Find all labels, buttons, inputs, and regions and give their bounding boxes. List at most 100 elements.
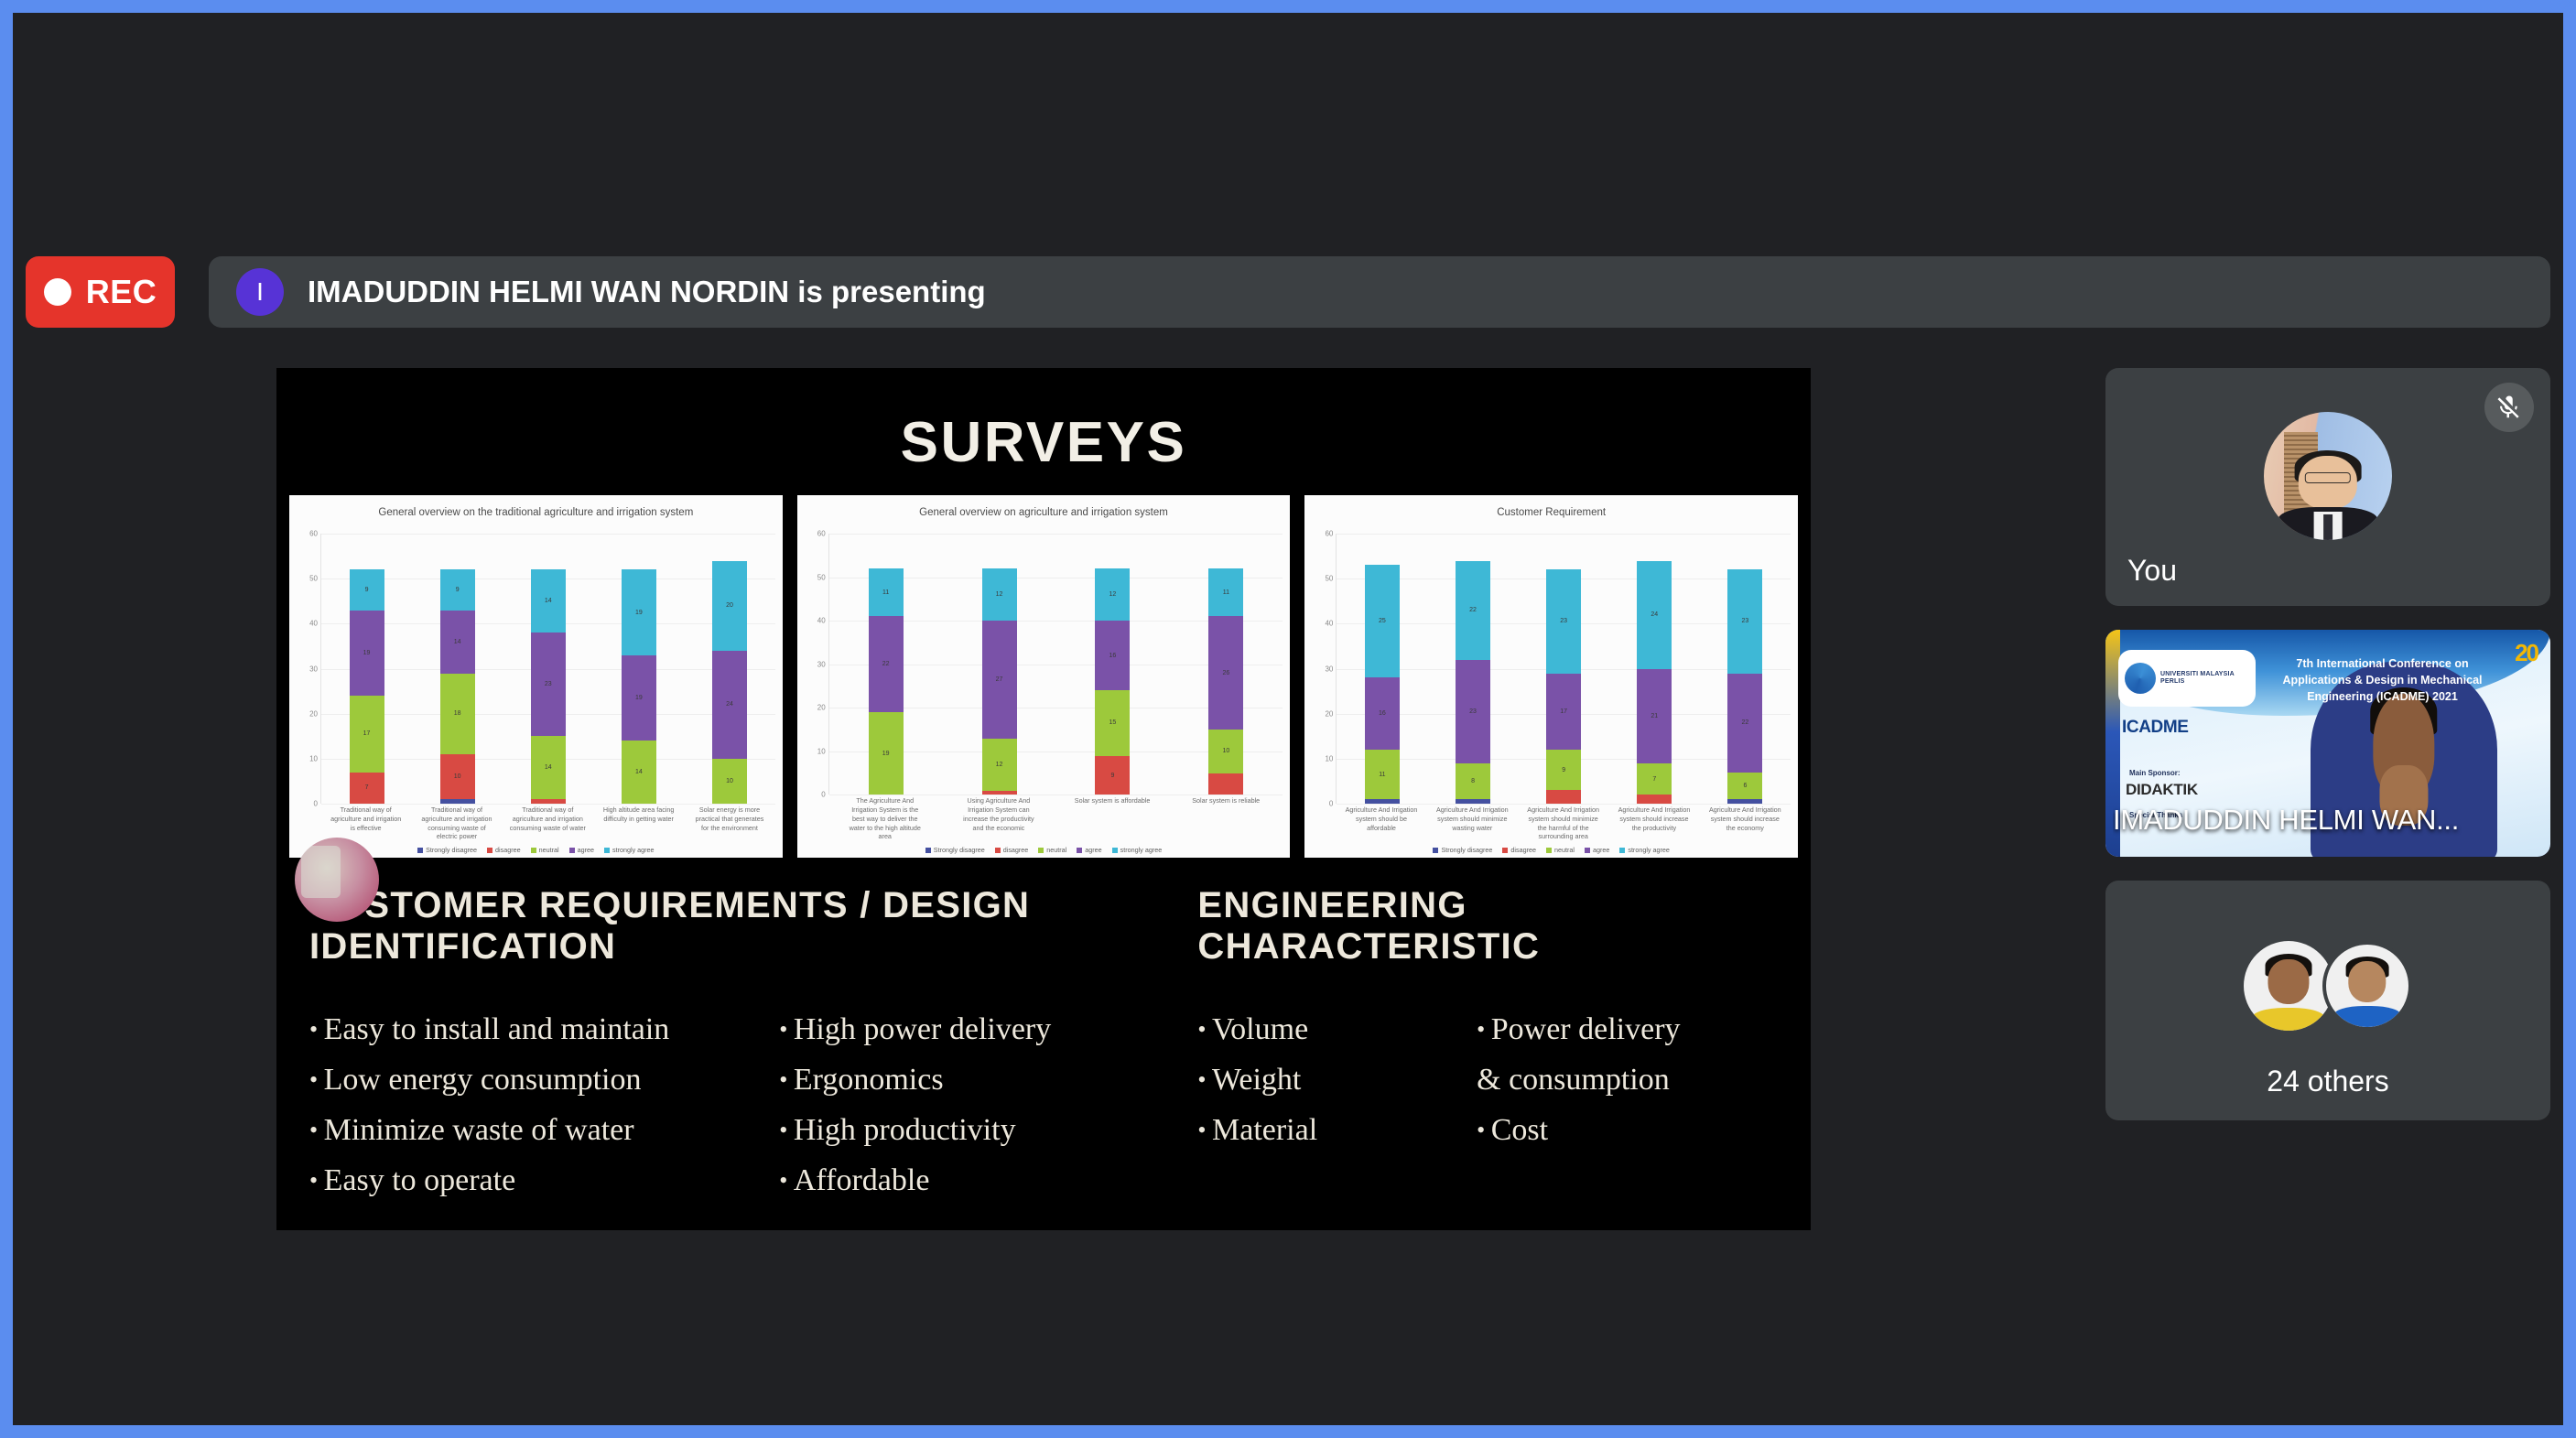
meeting-window: REC I IMADUDDIN HELMI WAN NORDIN is pres… — [13, 13, 2563, 1425]
bar-segment: 9 — [1095, 755, 1131, 795]
legend-item: neutral — [530, 846, 559, 854]
recording-badge[interactable]: REC — [26, 256, 175, 328]
x-tick-label: Solar energy is more practical that gene… — [695, 805, 764, 832]
gridline — [1337, 804, 1791, 805]
charts-row: General overview on the traditional agri… — [276, 475, 1811, 858]
legend-item: Strongly disagree — [925, 846, 985, 854]
legend-swatch — [1077, 847, 1083, 853]
y-tick-label: 0 — [313, 799, 318, 808]
legend-label: strongly agree — [1628, 846, 1670, 854]
bars-container: 11 16 25 8 23 22 9 17 23 7 21 24 6 22 23 — [1337, 534, 1791, 805]
participant-name-you: You — [2127, 554, 2177, 587]
participant-tile-others[interactable]: 24 others — [2105, 881, 2550, 1120]
stacked-bar: 7 21 24 — [1637, 560, 1672, 805]
x-tick-label: Agriculture And Irrigation system should… — [1435, 805, 1509, 832]
list-item: Affordable — [779, 1155, 1197, 1206]
avatar — [2322, 941, 2412, 1031]
stacked-bar: 7 17 19 9 — [349, 569, 384, 805]
legend-label: neutral — [1553, 846, 1575, 854]
y-tick-label: 10 — [817, 747, 826, 756]
presenting-banner[interactable]: I IMADUDDIN HELMI WAN NORDIN is presenti… — [209, 256, 2550, 328]
y-tick-label: 30 — [309, 665, 318, 674]
legend-label: neutral — [1046, 846, 1067, 854]
bar-segment: 16 — [1095, 621, 1131, 691]
unimap-logo-icon — [2125, 663, 2156, 694]
chart-plot-area: 0 10 20 30 40 50 60 11 16 25 8 23 22 9 17 23 7 21 24 6 22 23 — [1310, 530, 1792, 808]
legend-label: agree — [1085, 846, 1102, 854]
icadme-badge: ICADME — [2122, 718, 2189, 737]
gridline — [828, 751, 1283, 752]
stacked-bar: 12 27 12 — [981, 568, 1017, 795]
conference-title: 7th International Conference on Applicat… — [2282, 657, 2483, 704]
bar-segment: 22 — [1456, 560, 1491, 660]
legend-label: disagree — [1510, 846, 1536, 854]
legend-label: Strongly disagree — [426, 846, 478, 854]
y-tick-label: 10 — [1325, 754, 1334, 763]
legend-swatch — [417, 847, 424, 853]
shared-screen-stage[interactable]: SURVEYS General overview on the traditio… — [276, 368, 1811, 1230]
y-tick-label: 0 — [821, 790, 826, 799]
bar-segment: 26 — [1208, 616, 1244, 730]
legend-swatch — [487, 847, 493, 853]
bar-segment: 17 — [1546, 673, 1582, 751]
bar-segment: 21 — [1637, 668, 1672, 763]
legend-label: strongly agree — [612, 846, 655, 854]
y-axis: 0 10 20 30 40 50 60 — [805, 530, 828, 799]
bar-segment — [1637, 795, 1672, 805]
mic-off-icon[interactable] — [2484, 383, 2534, 432]
bar-segment: 24 — [712, 650, 748, 759]
legend-swatch — [1584, 847, 1590, 853]
avatar — [2244, 941, 2333, 1031]
stacked-bar: 11 16 25 — [1364, 565, 1400, 805]
bar-segment: 11 — [1208, 568, 1244, 617]
x-tick-label: The Agriculture And Irrigation System is… — [849, 796, 921, 841]
legend-item: disagree — [1502, 846, 1536, 854]
bar-segment: 7 — [349, 772, 384, 805]
plot: 7 17 19 9 10 18 14 9 14 23 14 14 19 19 10 24 20 — [320, 534, 775, 805]
stacked-bar: 10 24 20 — [712, 560, 748, 805]
participant-name-presenter: IMADUDDIN HELMI WAN... — [2113, 804, 2460, 836]
list-item: High productivity — [779, 1105, 1197, 1155]
y-tick-label: 60 — [817, 529, 826, 538]
legend-item: Strongly disagree — [417, 846, 477, 854]
legend-swatch — [530, 847, 536, 853]
list-item: High power delivery — [779, 1004, 1197, 1054]
y-tick-label: 50 — [817, 573, 826, 582]
anniversary-badge: 20 — [2515, 639, 2539, 666]
engineering-list-a: VolumeWeightMaterial — [1197, 1004, 1477, 1206]
bar-segment: 14 — [530, 736, 566, 800]
legend-swatch — [568, 847, 575, 853]
bar-segment — [1456, 799, 1491, 805]
bar-segment: 25 — [1364, 565, 1400, 678]
x-tick-label: Agriculture And Irrigation system should… — [1618, 805, 1691, 832]
others-count-label: 24 others — [2267, 1065, 2389, 1097]
list-item: & consumption — [1477, 1063, 1670, 1097]
bar-segment: 12 — [1095, 568, 1131, 622]
legend-item: strongly agree — [1619, 846, 1670, 854]
participant-tile-presenter[interactable]: UNIVERSITI MALAYSIA PERLIS ICADME Main S… — [2105, 630, 2550, 857]
legend-label: neutral — [538, 846, 559, 854]
presenting-status-text: IMADUDDIN HELMI WAN NORDIN is presenting — [308, 275, 986, 308]
stacked-bar: 6 22 23 — [1727, 569, 1763, 805]
bar-segment: 6 — [1727, 772, 1763, 800]
x-tick-label: Agriculture And Irrigation system should… — [1708, 805, 1781, 832]
stacked-bar: 14 19 19 — [621, 569, 656, 805]
list-item: Ergonomics — [779, 1054, 1197, 1105]
bar-segment — [981, 790, 1017, 795]
gridline — [828, 534, 1283, 535]
chart-legend: Strongly disagree disagree neutral agree str… — [803, 841, 1285, 854]
record-dot-icon — [43, 278, 71, 306]
participant-tile-you[interactable]: You — [2105, 368, 2550, 606]
legend-swatch — [604, 847, 610, 853]
legend-swatch — [1433, 847, 1439, 853]
gridline — [321, 534, 775, 535]
y-tick-label: 20 — [309, 709, 318, 719]
legend-swatch — [1038, 847, 1044, 853]
presenter-initial-avatar: I — [236, 268, 284, 316]
bar-segment: 19 — [621, 654, 656, 741]
y-tick-label: 20 — [1325, 709, 1334, 719]
bar-segment: 24 — [1637, 560, 1672, 669]
slide-body: CUSTOMER REQUIREMENTS / DESIGN IDENTIFIC… — [276, 858, 1811, 1206]
stacked-bar: 9 17 23 — [1546, 569, 1582, 805]
heading-engineering-characteristic: ENGINEERING CHARACTERISTIC — [1197, 885, 1541, 967]
